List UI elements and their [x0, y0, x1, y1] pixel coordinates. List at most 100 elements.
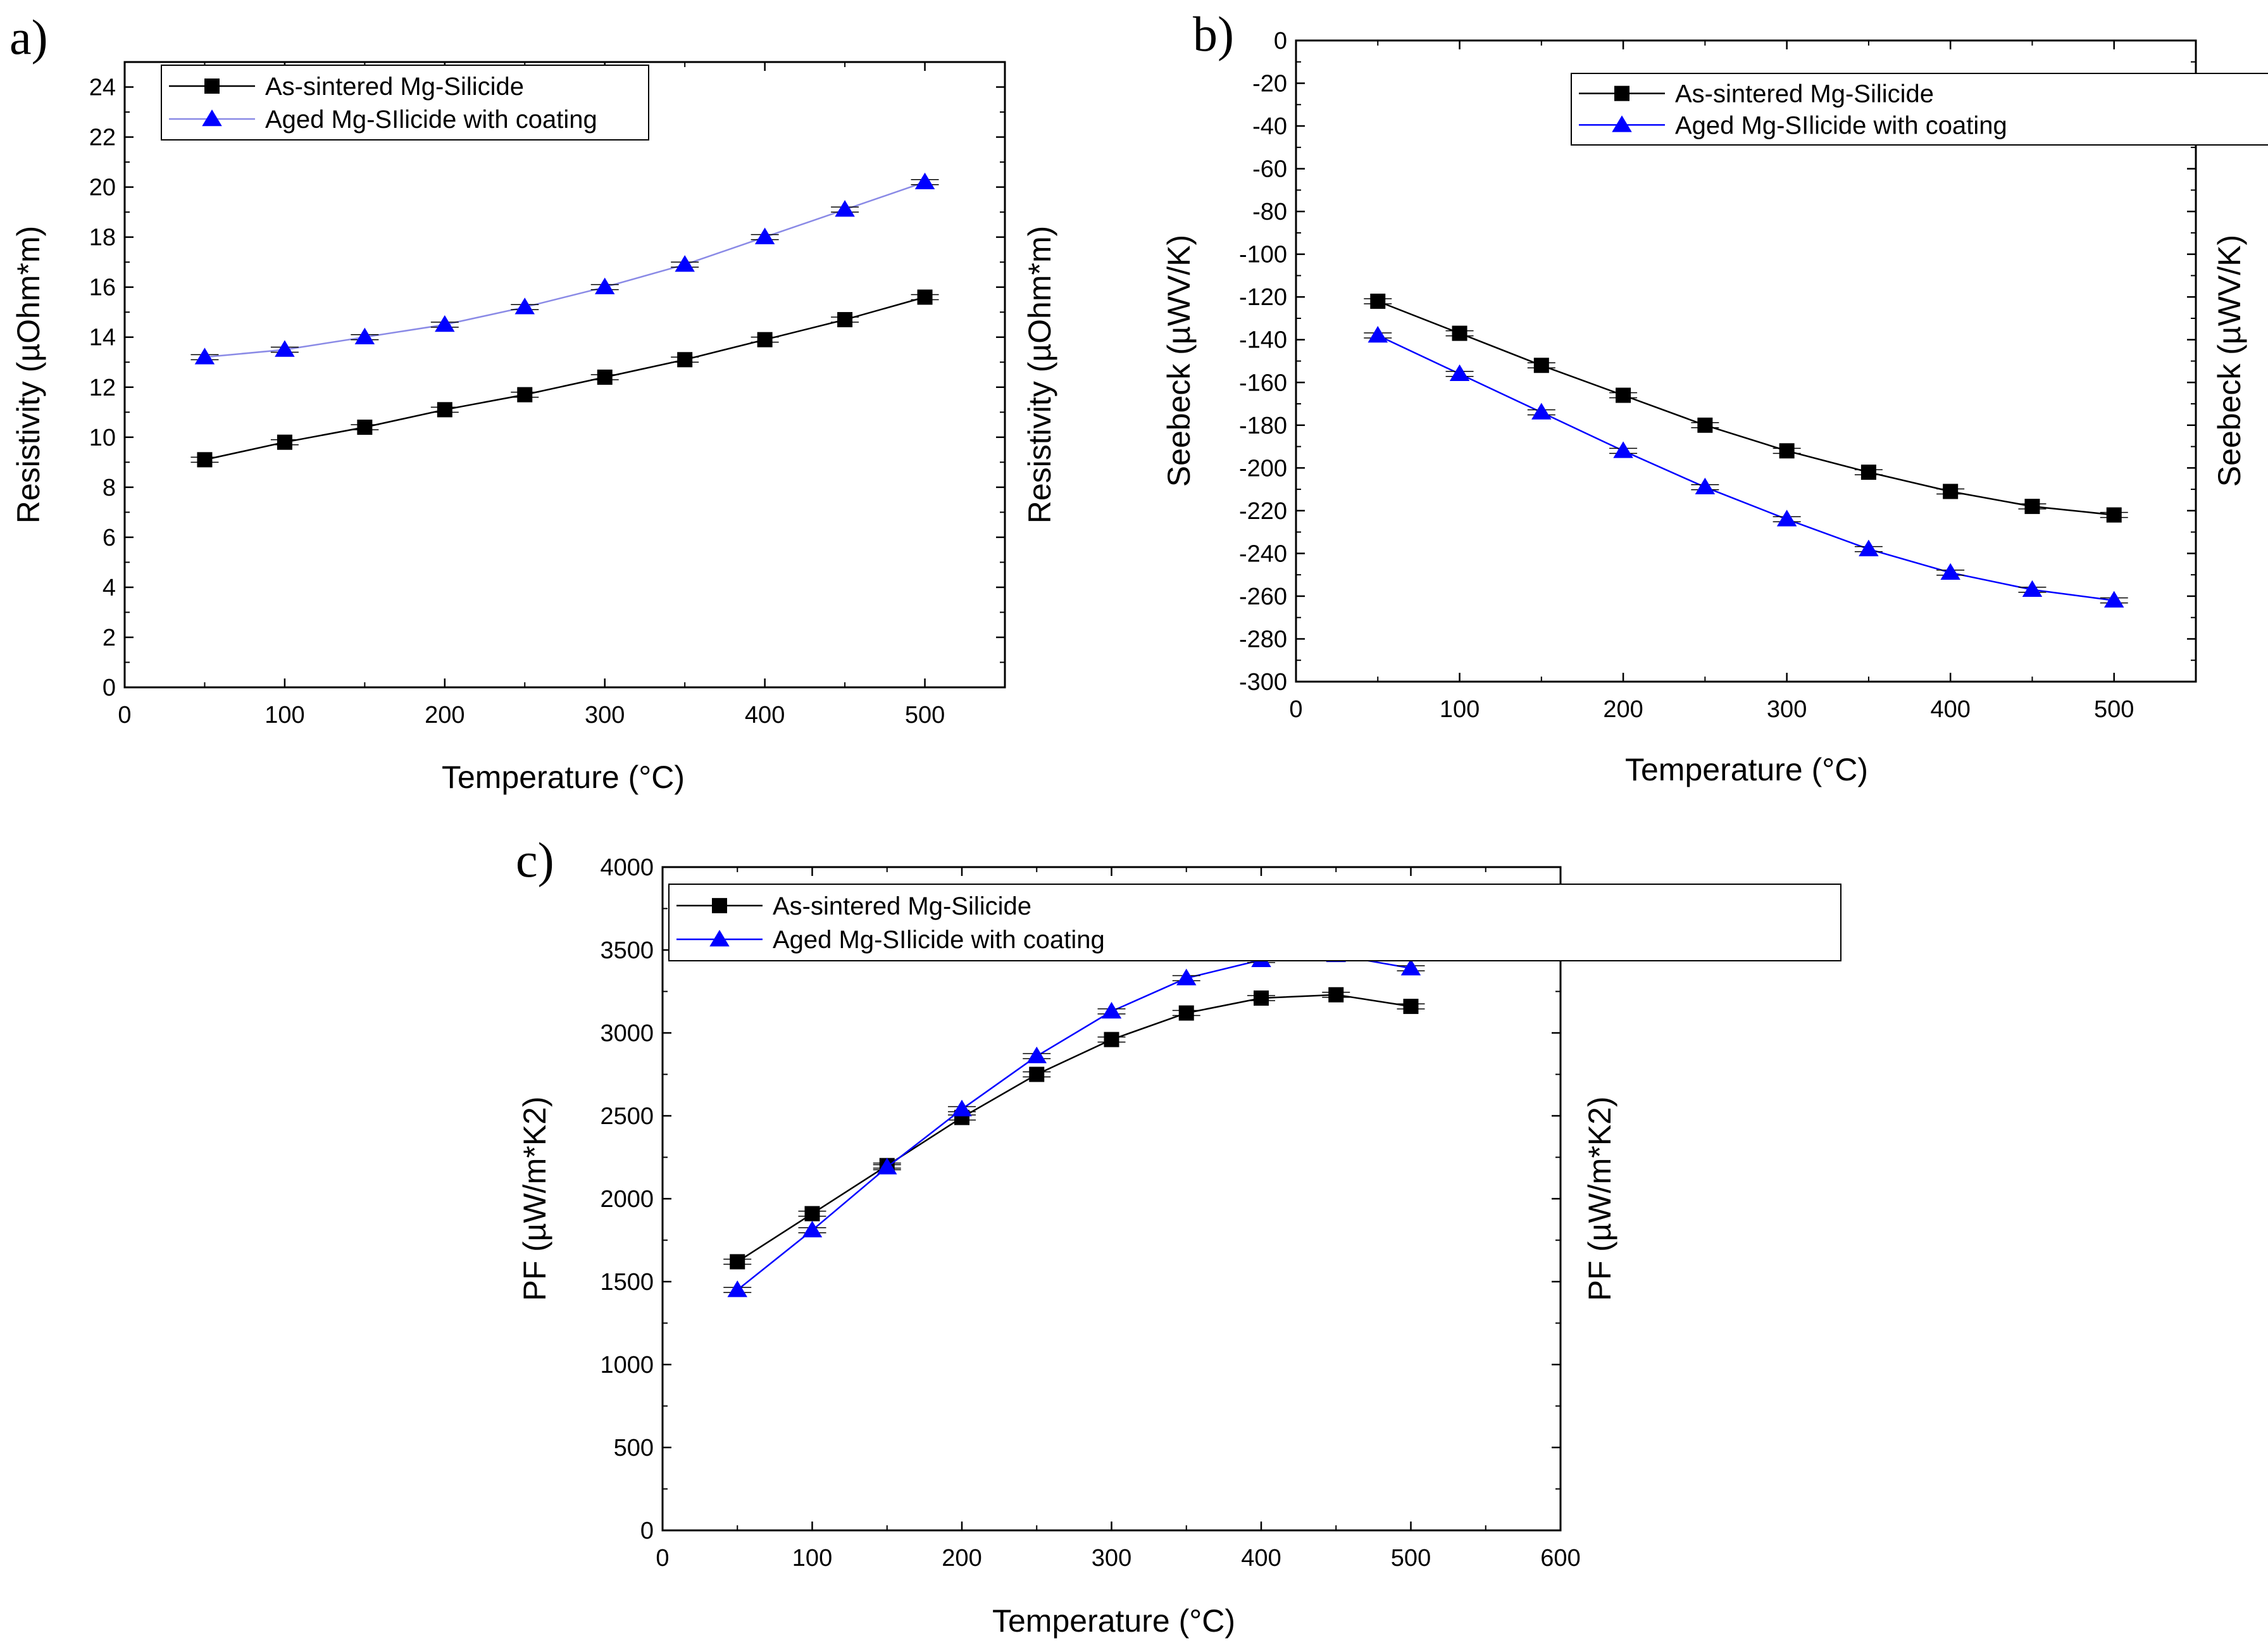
y-axis-label: Resistivity (µOhm*m)	[11, 226, 46, 523]
y-tick-label: -240	[1239, 541, 1287, 567]
x-axis-ticks: 0 100 200 300 400 500	[118, 62, 945, 728]
x-tick-label: 300	[1767, 696, 1807, 723]
panel-label: a)	[9, 9, 48, 65]
series-layer	[190, 172, 939, 468]
plot-frame	[123, 61, 1006, 689]
x-axis-ticks: 0 100 200 300 400 500	[1289, 41, 2134, 723]
data-point-triangle	[514, 297, 535, 315]
data-point-square	[1104, 1032, 1119, 1047]
series-line	[737, 954, 1411, 1291]
y-axis-label: PF (µW/m*K2)	[517, 1096, 552, 1301]
panel-c: c) 0 500 1000 1500 2000 2500 3000 3500 4000 0 100…	[516, 832, 1841, 1639]
y-tick-label: 20	[89, 175, 116, 201]
y-tick-label: 10	[89, 425, 116, 451]
y-tick-label: -260	[1239, 584, 1287, 610]
data-point-square	[1254, 990, 1269, 1006]
series-layer	[1364, 293, 2128, 608]
x-tick-label: 400	[1930, 696, 1970, 723]
y-axis-label-right: Resistivity (µOhm*m)	[1022, 226, 1057, 523]
legend-label-aged: Aged Mg-SIlicide with coating	[773, 926, 1105, 954]
x-tick-label: 100	[792, 1545, 832, 1572]
x-tick-label: 400	[745, 702, 785, 728]
data-point-square	[837, 312, 853, 328]
data-point-triangle	[1859, 539, 1879, 556]
data-point-square	[1029, 1066, 1045, 1082]
panel-label: b)	[1193, 6, 1234, 61]
x-tick-label: 300	[585, 702, 625, 728]
y-tick-label: 18	[89, 225, 116, 251]
legend-label-as-sintered: As-sintered Mg-Silicide	[1675, 80, 1934, 108]
data-point-triangle	[802, 1220, 823, 1238]
data-point-triangle	[835, 200, 855, 217]
data-point-square	[757, 332, 773, 347]
data-point-square	[1779, 443, 1795, 459]
y-tick-label: 1000	[600, 1352, 654, 1378]
panel-b: b) -300-280-260-240-220-200-180-160-140-…	[1161, 6, 2268, 787]
y-tick-label: -180	[1239, 413, 1287, 439]
data-point-triangle	[435, 315, 455, 332]
series-line	[1377, 300, 2114, 516]
series-line	[1377, 334, 2114, 601]
panel-label: c)	[516, 832, 554, 887]
data-point-triangle	[877, 1158, 897, 1175]
y-tick-label: -80	[1252, 199, 1287, 225]
data-point-triangle	[1531, 403, 1552, 420]
x-tick-label: 200	[942, 1545, 981, 1572]
x-tick-label: 600	[1540, 1545, 1580, 1572]
legend-marker-triangle	[1612, 115, 1632, 132]
data-point-square	[1370, 293, 1386, 309]
legend-box	[161, 65, 649, 141]
y-tick-label: 22	[89, 125, 116, 151]
x-tick-label: 0	[656, 1545, 669, 1572]
legend-marker-square	[712, 897, 727, 913]
y-tick-label: 4000	[600, 854, 654, 881]
legend: As-sintered Mg-Silicide Aged Mg-SIlicide…	[161, 65, 649, 141]
y-tick-label: 6	[103, 525, 116, 551]
data-point-square	[1533, 358, 1549, 373]
x-tick-label: 0	[1289, 696, 1302, 723]
y-tick-label: 0	[1274, 28, 1287, 54]
y-axis-label-right: Seebeck (µWV/K)	[2212, 235, 2247, 487]
x-tick-label: 300	[1092, 1545, 1131, 1572]
data-point-square	[804, 1206, 820, 1222]
data-point-square	[677, 352, 693, 368]
data-point-triangle	[1026, 1046, 1047, 1063]
data-point-triangle	[1449, 364, 1470, 382]
legend-box	[1571, 73, 2268, 146]
data-point-square	[1403, 999, 1419, 1015]
data-point-triangle	[194, 347, 215, 365]
plot-frame	[661, 866, 1562, 1532]
data-point-square	[1328, 987, 1344, 1003]
y-axis-label-right: PF (µW/m*K2)	[1582, 1096, 1617, 1301]
x-tick-label: 500	[2094, 696, 2134, 723]
x-tick-label: 100	[265, 702, 304, 728]
x-axis-ticks: 0 100 200 300 400 500 600	[656, 867, 1581, 1572]
y-tick-label: 8	[103, 475, 116, 501]
data-point-triangle	[914, 172, 935, 189]
data-point-square	[1943, 484, 1959, 499]
data-point-square	[730, 1254, 745, 1270]
series-line	[204, 181, 925, 358]
y-tick-label: 2000	[600, 1186, 654, 1213]
y-tick-label: -20	[1252, 71, 1287, 97]
data-point-square	[197, 452, 213, 468]
y-tick-label: 12	[89, 375, 116, 401]
legend-marker-triangle	[202, 109, 222, 127]
y-tick-label: 3000	[600, 1020, 654, 1047]
y-tick-label: -300	[1239, 669, 1287, 696]
y-axis-ticks: -300-280-260-240-220-200-180-160-140-120…	[1239, 28, 2196, 696]
data-point-square	[357, 419, 373, 435]
legend-label-aged: Aged Mg-SIlicide with coating	[265, 106, 597, 134]
data-point-triangle	[1176, 968, 1197, 985]
legend-label-aged: Aged Mg-SIlicide with coating	[1675, 111, 2007, 139]
data-point-square	[437, 402, 452, 418]
x-axis-label: Temperature (°C)	[442, 759, 685, 795]
data-point-triangle	[1695, 477, 1716, 494]
data-point-triangle	[952, 1099, 972, 1116]
x-tick-label: 400	[1241, 1545, 1281, 1572]
x-tick-label: 100	[1440, 696, 1480, 723]
data-point-square	[1452, 325, 1467, 341]
legend-marker-square	[204, 78, 220, 94]
